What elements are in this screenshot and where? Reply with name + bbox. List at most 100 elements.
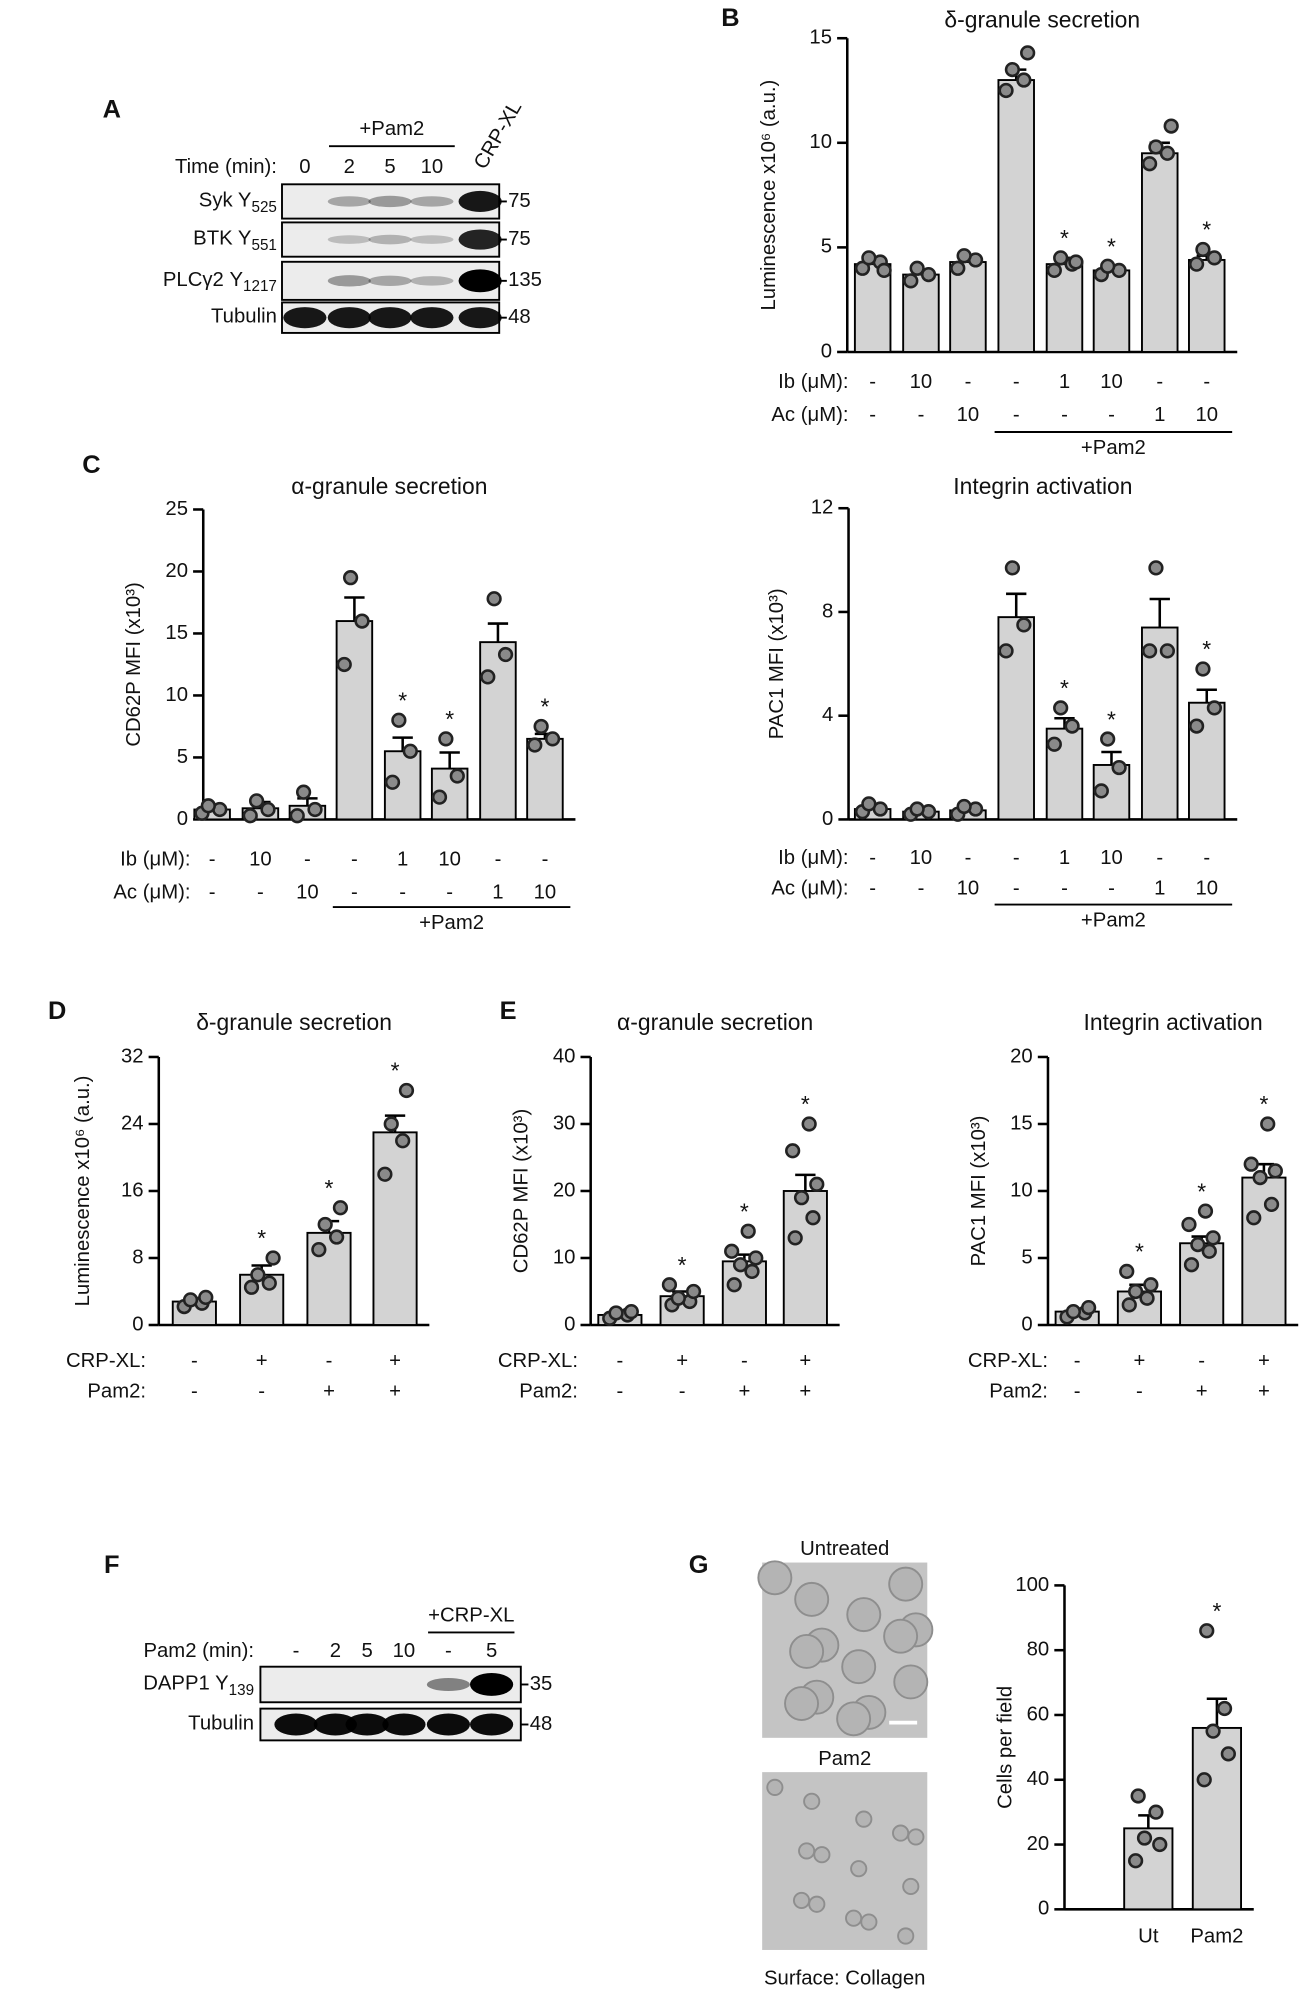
data-point <box>1159 145 1175 161</box>
band <box>327 275 371 287</box>
data-point <box>342 570 359 586</box>
error-bar <box>1206 1697 1228 1728</box>
data-point <box>805 1210 821 1226</box>
cell <box>757 1560 793 1596</box>
cell <box>789 1633 825 1669</box>
condition-value: - <box>1108 878 1115 900</box>
data-point <box>391 712 407 728</box>
condition-label: Pam2: <box>87 1381 146 1403</box>
blot-header: +Pam2 <box>359 118 424 140</box>
data-point <box>307 801 323 818</box>
condition-label: Ib (μM): <box>120 848 190 870</box>
condition-value: - <box>326 1350 333 1372</box>
y-tick-label: 10 <box>165 684 188 706</box>
data-point <box>950 260 966 276</box>
condition-value: 1 <box>1154 404 1165 426</box>
panel-letter: C <box>82 451 100 479</box>
bar <box>782 1190 828 1326</box>
bar <box>1092 269 1131 353</box>
bar <box>1141 152 1179 353</box>
data-point <box>1139 1290 1155 1306</box>
y-tick-label: 5 <box>1021 1246 1032 1268</box>
significance: * <box>1259 1091 1268 1117</box>
y-tick-label: 60 <box>1027 1703 1050 1725</box>
data-point <box>1143 1277 1159 1293</box>
row-name: DAPP1 Y <box>143 1673 229 1695</box>
row-label: BTK Y551 <box>193 228 277 254</box>
condition-value: - <box>1013 404 1020 426</box>
data-point <box>1136 1830 1153 1846</box>
bracket-label: +Pam2 <box>1081 437 1146 459</box>
significance: * <box>257 1225 266 1251</box>
condition-value: + <box>389 1381 401 1403</box>
data-point <box>544 731 561 747</box>
data-point <box>1188 718 1205 734</box>
condition-value: - <box>869 878 876 900</box>
condition-value: - <box>741 1350 748 1372</box>
condition-value: - <box>542 848 549 870</box>
significance: * <box>801 1091 810 1117</box>
data-point <box>787 1230 803 1246</box>
data-point <box>1181 1216 1197 1233</box>
image-label: Pam2 <box>818 1748 871 1770</box>
y-tick-label: 0 <box>821 340 832 362</box>
condition-label: Ac (μM): <box>771 878 848 900</box>
data-point <box>1130 1788 1146 1804</box>
data-point <box>1100 731 1116 747</box>
y-tick-label: 20 <box>1027 1833 1050 1855</box>
data-point <box>909 801 925 817</box>
panel-letter: D <box>48 997 66 1025</box>
chart-title: δ-granule secretion <box>944 7 1140 33</box>
condition-value: - <box>1013 878 1020 900</box>
micrograph <box>762 1772 928 1950</box>
y-tick-label: 10 <box>553 1246 576 1268</box>
data-point <box>431 789 448 805</box>
error-bar <box>1149 597 1170 628</box>
data-point <box>1260 1116 1276 1132</box>
data-point <box>1152 1836 1168 1853</box>
condition-value: - <box>918 878 925 900</box>
data-point <box>1020 45 1036 61</box>
condition-value: - <box>918 404 925 426</box>
significance: * <box>1107 706 1116 732</box>
panel-letter: A <box>103 95 121 123</box>
lane: 10 <box>421 156 444 178</box>
y-tick-label: 10 <box>809 131 832 153</box>
caption: Surface: Collagen <box>764 1968 925 1990</box>
row-name: Tubulin <box>211 306 277 328</box>
condition-value: 1 <box>1059 371 1070 393</box>
data-point <box>486 591 502 607</box>
lane: 5 <box>361 1640 372 1662</box>
data-point <box>1016 617 1032 633</box>
data-point <box>311 1241 327 1258</box>
condition-value: + <box>799 1350 811 1372</box>
y-tick-label: 25 <box>165 498 188 520</box>
band <box>470 1673 514 1696</box>
cell <box>850 1860 868 1878</box>
data-point <box>449 768 465 784</box>
error-bar <box>344 596 365 622</box>
bar <box>902 273 940 353</box>
row-name: BTK Y <box>193 228 252 250</box>
data-point <box>1141 643 1158 659</box>
condition-value: - <box>1013 371 1020 393</box>
condition-value: + <box>799 1381 811 1403</box>
band <box>368 307 412 329</box>
data-point <box>1246 1210 1262 1226</box>
data-point <box>383 1116 399 1132</box>
data-point <box>1252 1169 1268 1186</box>
data-point <box>608 1305 624 1321</box>
condition-value: - <box>1203 371 1210 393</box>
band <box>458 307 502 329</box>
cell <box>892 1824 910 1842</box>
condition-value: 10 <box>957 878 980 900</box>
data-point <box>1206 700 1222 716</box>
data-point <box>336 656 352 673</box>
data-point <box>876 262 892 279</box>
condition-value: - <box>1156 847 1163 869</box>
row-label: PLCγ2 Y1217 <box>163 269 277 295</box>
cell <box>766 1778 784 1796</box>
condition-label: CRP-XL: <box>968 1350 1048 1372</box>
data-point <box>248 793 265 809</box>
y-tick-label: 0 <box>1038 1898 1049 1920</box>
